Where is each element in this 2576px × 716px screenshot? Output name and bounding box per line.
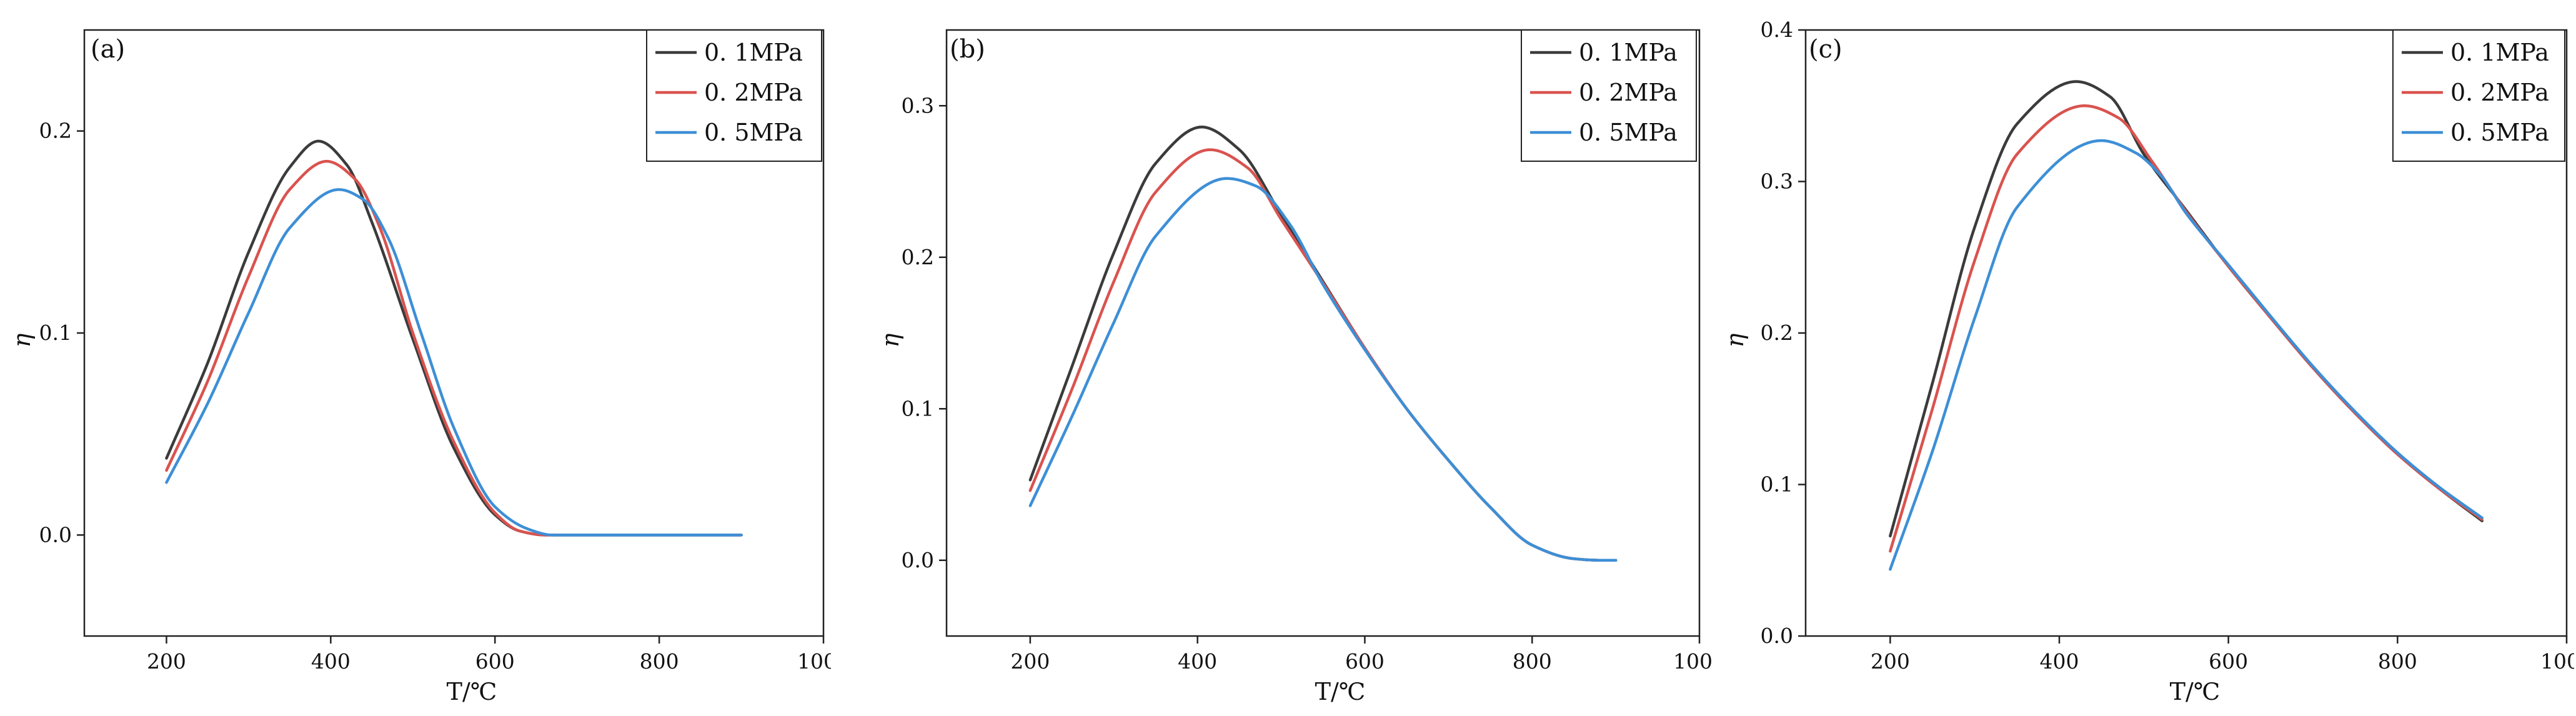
x-tick-label-a: 600 (475, 649, 515, 674)
x-tick-label-c: 200 (1871, 649, 1910, 674)
x-tick-label-a: 400 (311, 649, 351, 674)
y-tick-label-a: 0.2 (39, 119, 72, 143)
legend-box-a (646, 29, 822, 162)
legend-label-a-3: 0. 5MPa (704, 119, 803, 146)
series-line-b-1 (1028, 125, 1618, 562)
x-axis-label-b: T/℃ (1315, 678, 1366, 705)
legend-label-b-3: 0. 5MPa (1579, 119, 1678, 146)
x-tick-label-b: 600 (1345, 649, 1385, 674)
y-tick-label-a: 0.1 (39, 321, 72, 345)
y-axis-label-a: η (8, 333, 36, 347)
series-line-a-3 (165, 188, 743, 537)
legend-label-a-2: 0. 2MPa (704, 79, 803, 106)
y-tick-label-c: 0.1 (1761, 472, 1793, 497)
x-axis-label-a: T/℃ (447, 678, 497, 705)
legend-label-c-1: 0. 1MPa (2450, 39, 2549, 66)
y-tick-label-b: 0.2 (902, 245, 934, 269)
panel-a-label: (a) (91, 35, 125, 64)
legend-label-b-2: 0. 2MPa (1579, 79, 1678, 106)
x-tick-label-b: 200 (1010, 649, 1050, 674)
y-axis-label-c: η (1724, 333, 1749, 347)
plot-frame-b (945, 29, 1701, 637)
series-line-a-1 (165, 139, 743, 537)
y-axis-label-b: η (877, 333, 904, 347)
x-tick-label-b: 800 (1513, 649, 1552, 674)
x-tick-label-c: 600 (2209, 649, 2248, 674)
x-tick-label-a: 200 (147, 649, 186, 674)
y-tick-label-c: 0.2 (1761, 321, 1793, 345)
x-tick-label-a: 800 (640, 649, 679, 674)
legend-label-a-1: 0. 1MPa (704, 39, 803, 66)
series-line-b-2 (1028, 148, 1618, 562)
x-tick-label-b: 400 (1178, 649, 1217, 674)
panel-c-label: (c) (1809, 35, 1842, 64)
series-line-b-3 (1028, 177, 1618, 562)
y-tick-label-b: 0.0 (902, 548, 934, 572)
legend-label-c-3: 0. 5MPa (2450, 119, 2549, 146)
series-line-c-3 (1889, 139, 2484, 571)
series-line-a-2 (165, 159, 743, 537)
y-tick-label-c: 0.3 (1761, 169, 1793, 194)
y-tick-label-c: 0.0 (1761, 624, 1793, 648)
x-tick-label-c: 400 (2040, 649, 2079, 674)
y-tick-label-a: 0.0 (39, 522, 72, 547)
legend-label-c-2: 0. 2MPa (2450, 79, 2549, 106)
y-tick-label-b: 0.1 (902, 396, 934, 420)
y-tick-label-b: 0.3 (902, 93, 934, 117)
x-axis-label-c: T/℃ (2170, 678, 2220, 705)
series-line-c-2 (1889, 104, 2484, 553)
legend-label-b-1: 0. 1MPa (1579, 39, 1678, 66)
panel-b-label: (b) (950, 35, 985, 64)
x-tick-label-c: 800 (2378, 649, 2417, 674)
y-tick-label-c: 0.4 (1761, 17, 1793, 42)
